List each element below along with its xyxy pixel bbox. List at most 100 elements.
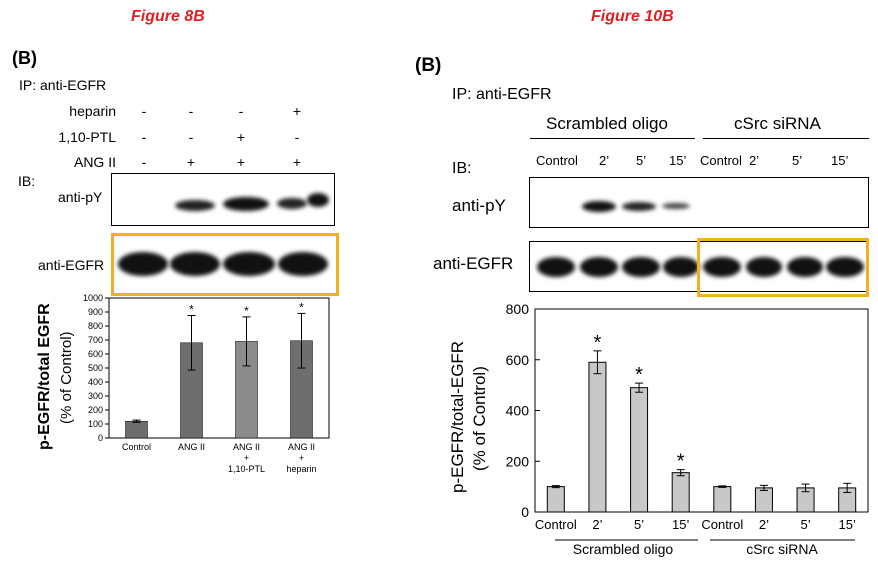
y-tick-label: 500 bbox=[88, 363, 103, 373]
y-tick-label: 100 bbox=[88, 419, 103, 429]
y-tick-label: 800 bbox=[506, 301, 530, 317]
sign: + bbox=[186, 154, 196, 170]
sign: - bbox=[141, 154, 147, 170]
category-label: Control bbox=[535, 517, 577, 532]
blot-band bbox=[278, 252, 328, 276]
figure-10b-ip-label: IP: anti-EGFR bbox=[452, 86, 552, 103]
figure-8b-panel-label: (B) bbox=[12, 48, 37, 68]
blot-band bbox=[703, 257, 741, 277]
category-label: ANG II bbox=[288, 442, 315, 452]
group-underline-csrc bbox=[703, 138, 869, 139]
lane-label: Control bbox=[700, 153, 742, 168]
significance-star: * bbox=[635, 364, 643, 386]
y-tick-label: 200 bbox=[506, 453, 530, 469]
blot-band bbox=[537, 257, 575, 277]
category-label: 1,10-PTL bbox=[228, 464, 265, 474]
sign: + bbox=[292, 154, 302, 170]
figure-8b-ib-label: IB: bbox=[18, 173, 36, 189]
chart-10b-ylabel-2: (% of Control) bbox=[470, 366, 489, 471]
blot-band bbox=[118, 252, 168, 276]
chart-8b: 0 100 200 300 400 500 600 700 800 900 1000 * * * Con… bbox=[83, 293, 330, 474]
bar bbox=[125, 420, 148, 439]
bar bbox=[713, 486, 732, 513]
category-label: Control bbox=[701, 517, 743, 532]
lane-label: 5’ bbox=[636, 153, 647, 168]
category-label: 5’ bbox=[634, 517, 644, 532]
significance-star: * bbox=[244, 304, 249, 318]
western-blot-anti-egfr-8b-highlighted bbox=[111, 233, 339, 296]
significance-star: * bbox=[594, 332, 602, 354]
lane-label: 5’ bbox=[792, 153, 803, 168]
significance-star: * bbox=[677, 451, 685, 473]
lane-label: 2’ bbox=[599, 153, 610, 168]
significance-star: * bbox=[299, 300, 304, 314]
blot-band bbox=[223, 252, 275, 276]
chart-10b-group-csrc: cSrc siRNA bbox=[746, 541, 818, 557]
blot-band bbox=[662, 203, 690, 209]
figure-8b-caption: Figure 8B bbox=[131, 8, 205, 25]
figure-10b-panel-label: (B) bbox=[415, 55, 442, 76]
sign: + bbox=[236, 129, 246, 145]
category-label: + bbox=[244, 453, 249, 463]
y-tick-label: 200 bbox=[88, 405, 103, 415]
category-label: ANG II bbox=[233, 442, 260, 452]
blot-band bbox=[277, 198, 307, 209]
category-label: Control bbox=[122, 442, 151, 452]
lane-label: 15’ bbox=[669, 153, 687, 168]
blot-band bbox=[223, 197, 269, 211]
category-label: + bbox=[299, 453, 304, 463]
blot-band bbox=[622, 257, 660, 277]
blot-band bbox=[580, 257, 618, 277]
group-underline-scrambled bbox=[530, 138, 695, 139]
sign: - bbox=[238, 103, 244, 119]
category-label: heparin bbox=[286, 464, 316, 474]
figure-8b-anti-py-label: anti-pY bbox=[58, 189, 103, 205]
sign: + bbox=[292, 103, 302, 119]
figure-8b-ip-label: IP: anti-EGFR bbox=[19, 77, 107, 93]
sign: - bbox=[188, 103, 194, 119]
chart-10b: 0 200 400 600 800 * * * Control 2’ 5’ 15’ Control 2… bbox=[506, 301, 869, 557]
figure-10b-ib-label: IB: bbox=[452, 160, 472, 177]
chart-10b-group-scrambled: Scrambled oligo bbox=[573, 541, 674, 557]
group-label-scrambled: Scrambled oligo bbox=[546, 114, 668, 133]
figure-8b-anti-egfr-label: anti-EGFR bbox=[38, 257, 105, 273]
y-tick-label: 0 bbox=[98, 433, 103, 443]
y-tick-label: 0 bbox=[521, 504, 529, 520]
category-label: 5’ bbox=[801, 517, 811, 532]
y-tick-label: 800 bbox=[88, 321, 103, 331]
chart-10b-frame bbox=[534, 308, 869, 513]
western-blot-anti-py-8b bbox=[111, 173, 335, 226]
chart-10b-ylabel: p-EGFR/total-EGFR bbox=[448, 340, 467, 493]
y-tick-label: 300 bbox=[88, 391, 103, 401]
blot-band bbox=[663, 257, 699, 277]
blot-band bbox=[746, 257, 782, 277]
bar bbox=[671, 472, 690, 513]
western-blot-anti-py-10b bbox=[529, 177, 869, 228]
category-label: ANG II bbox=[178, 442, 205, 452]
figure-10b-caption: Figure 10B bbox=[591, 8, 674, 25]
category-label: 15’ bbox=[839, 517, 856, 532]
blot-band bbox=[582, 201, 616, 212]
blot-band bbox=[826, 257, 864, 277]
blot-band bbox=[787, 257, 823, 277]
treatment-angii-label: ANG II bbox=[73, 154, 116, 170]
y-tick-label: 400 bbox=[88, 377, 103, 387]
blot-band bbox=[170, 252, 220, 276]
blot-band bbox=[622, 202, 656, 211]
chart-8b-ylabel-2: (% of Control) bbox=[58, 331, 75, 424]
sign: - bbox=[141, 103, 147, 119]
figure-10b-anti-py-label: anti-pY bbox=[452, 196, 506, 215]
sign: - bbox=[188, 129, 194, 145]
bar bbox=[630, 387, 649, 513]
group-label-csrc: cSrc siRNA bbox=[734, 114, 821, 133]
bar bbox=[754, 487, 773, 513]
significance-star: * bbox=[189, 303, 194, 317]
bar bbox=[588, 361, 607, 513]
lane-label: 15’ bbox=[831, 153, 849, 168]
y-tick-label: 900 bbox=[88, 307, 103, 317]
y-tick-label: 1000 bbox=[83, 293, 103, 303]
category-label: 2’ bbox=[592, 517, 602, 532]
blot-band bbox=[175, 200, 215, 211]
category-label: 2’ bbox=[759, 517, 769, 532]
sign: - bbox=[294, 129, 300, 145]
